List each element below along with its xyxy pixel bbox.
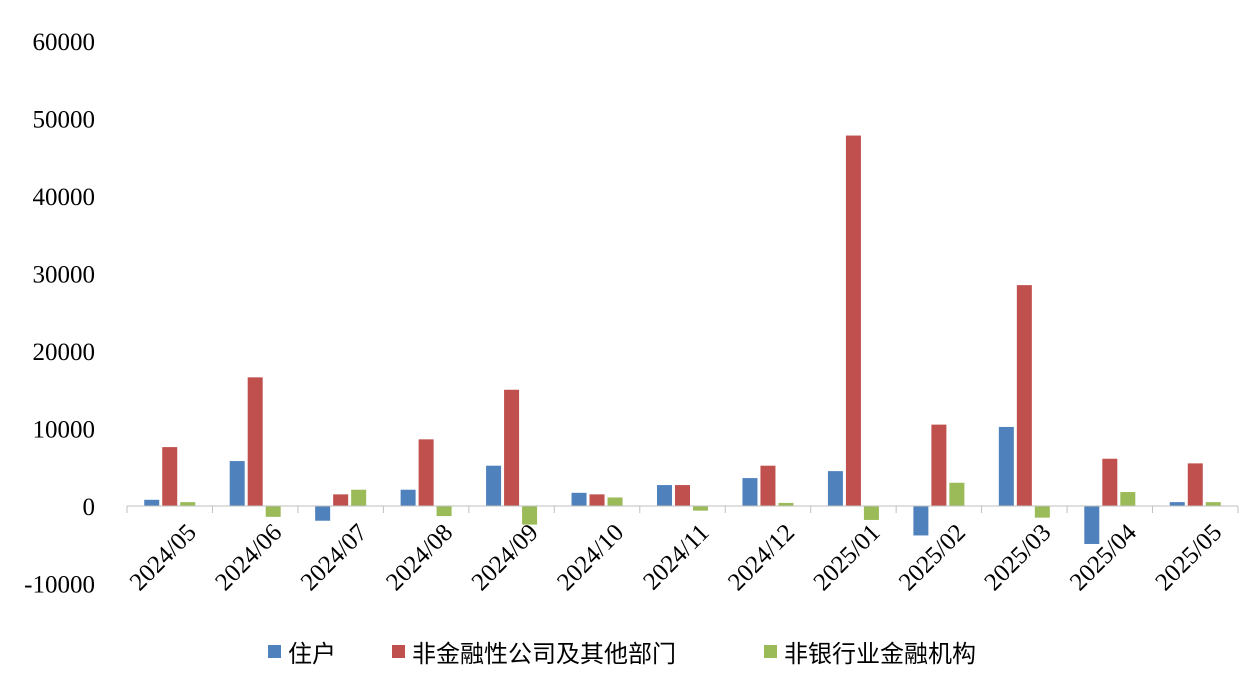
x-tick-label: 2024/07 xyxy=(296,519,373,596)
bar xyxy=(657,485,672,506)
legend-swatch xyxy=(392,645,405,658)
y-axis-ticks: 60000 50000 40000 30000 20000 10000 0 -10000 xyxy=(24,29,95,599)
bar xyxy=(998,426,1014,506)
bar xyxy=(522,506,538,525)
bar xyxy=(760,465,776,506)
y-tick-label: 20000 xyxy=(33,339,96,366)
bar xyxy=(827,471,843,506)
legend: 住户 非金融性公司及其他部门 非银行业金融机构 xyxy=(268,640,976,668)
bar xyxy=(778,502,794,506)
bar xyxy=(1205,502,1221,506)
y-tick-label: -10000 xyxy=(24,572,95,599)
bar xyxy=(486,465,502,506)
legend-label: 非金融性公司及其他部门 xyxy=(412,640,676,668)
bar xyxy=(1187,463,1203,506)
bar xyxy=(675,485,690,506)
x-tick-label: 2025/04 xyxy=(1065,519,1142,596)
y-tick-label: 50000 xyxy=(33,107,96,134)
bar xyxy=(333,494,349,506)
bar xyxy=(1120,492,1136,506)
x-tick-label: 2025/01 xyxy=(809,519,886,596)
bar xyxy=(693,506,708,511)
bar xyxy=(351,489,367,506)
bar xyxy=(247,377,263,506)
bar xyxy=(1084,506,1100,544)
bar xyxy=(742,478,758,506)
bar xyxy=(315,506,331,521)
bar xyxy=(589,494,605,506)
x-tick-label: 2024/12 xyxy=(723,519,800,596)
x-tick-label: 2025/03 xyxy=(979,519,1056,596)
legend-swatch xyxy=(764,645,777,658)
bar xyxy=(1016,285,1032,506)
legend-label: 非银行业金融机构 xyxy=(784,640,976,668)
y-tick-label: 60000 xyxy=(33,29,96,56)
bar xyxy=(144,499,160,506)
bar xyxy=(607,497,623,506)
x-tick-label: 2024/11 xyxy=(638,519,714,595)
bar xyxy=(436,506,452,517)
x-tick-label: 2025/05 xyxy=(1150,519,1227,596)
bar xyxy=(1034,506,1050,518)
x-tick-label: 2024/10 xyxy=(552,519,629,596)
x-tick-label: 2024/06 xyxy=(210,519,287,596)
bar xyxy=(913,506,929,536)
bar xyxy=(418,439,434,506)
bar xyxy=(229,461,245,506)
bar xyxy=(400,489,416,506)
y-tick-label: 10000 xyxy=(33,417,96,444)
x-tick-label: 2024/05 xyxy=(125,519,202,596)
y-tick-label: 30000 xyxy=(33,262,96,289)
x-tick-label: 2024/08 xyxy=(381,519,458,596)
bar xyxy=(571,492,587,506)
bar xyxy=(180,502,196,506)
bar xyxy=(949,482,965,506)
x-tick-label: 2025/02 xyxy=(894,519,971,596)
bar xyxy=(931,424,947,506)
x-axis-ticks: 2024/05 2024/06 2024/07 2024/08 2024/09 2024/… xyxy=(125,506,1239,596)
bar xyxy=(1169,502,1185,506)
bar xyxy=(863,506,879,520)
legend-swatch xyxy=(268,645,281,658)
legend-label: 住户 xyxy=(288,640,336,668)
bar xyxy=(162,447,178,506)
y-tick-label: 40000 xyxy=(33,184,96,211)
bar xyxy=(265,506,281,517)
y-tick-label: 0 xyxy=(83,494,96,521)
bar xyxy=(504,389,520,506)
bar xyxy=(845,135,861,507)
bar xyxy=(1102,458,1118,506)
x-tick-label: 2024/09 xyxy=(467,519,544,596)
bars xyxy=(144,135,1221,544)
